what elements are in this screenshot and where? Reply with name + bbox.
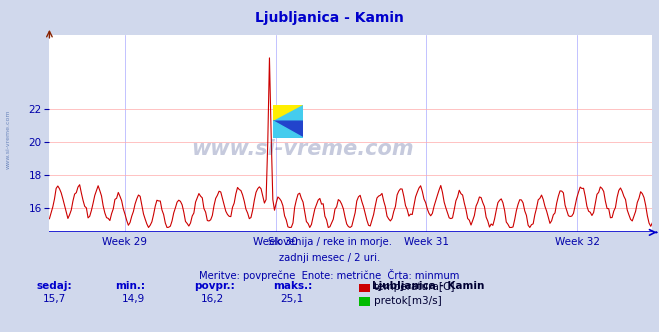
Text: min.:: min.: — [115, 281, 146, 291]
Text: zadnji mesec / 2 uri.: zadnji mesec / 2 uri. — [279, 253, 380, 263]
Polygon shape — [273, 105, 303, 138]
Polygon shape — [273, 121, 303, 138]
Text: Slovenija / reke in morje.: Slovenija / reke in morje. — [268, 237, 391, 247]
Text: Ljubljanica - Kamin: Ljubljanica - Kamin — [372, 281, 485, 291]
Text: pretok[m3/s]: pretok[m3/s] — [374, 296, 442, 306]
Text: sedaj:: sedaj: — [36, 281, 72, 291]
Text: 14,9: 14,9 — [122, 294, 145, 304]
Polygon shape — [273, 121, 303, 138]
Text: www.si-vreme.com: www.si-vreme.com — [6, 110, 11, 169]
Text: Ljubljanica - Kamin: Ljubljanica - Kamin — [255, 11, 404, 25]
Text: 16,2: 16,2 — [201, 294, 224, 304]
Polygon shape — [273, 105, 303, 121]
Polygon shape — [273, 121, 303, 138]
Text: 25,1: 25,1 — [280, 294, 303, 304]
Text: www.si-vreme.com: www.si-vreme.com — [191, 139, 414, 159]
Text: maks.:: maks.: — [273, 281, 313, 291]
Text: povpr.:: povpr.: — [194, 281, 235, 291]
Text: 15,7: 15,7 — [43, 294, 66, 304]
Text: Meritve: povprečne  Enote: metrične  Črta: minmum: Meritve: povprečne Enote: metrične Črta:… — [199, 269, 460, 281]
Text: temperatura[C]: temperatura[C] — [374, 282, 455, 292]
